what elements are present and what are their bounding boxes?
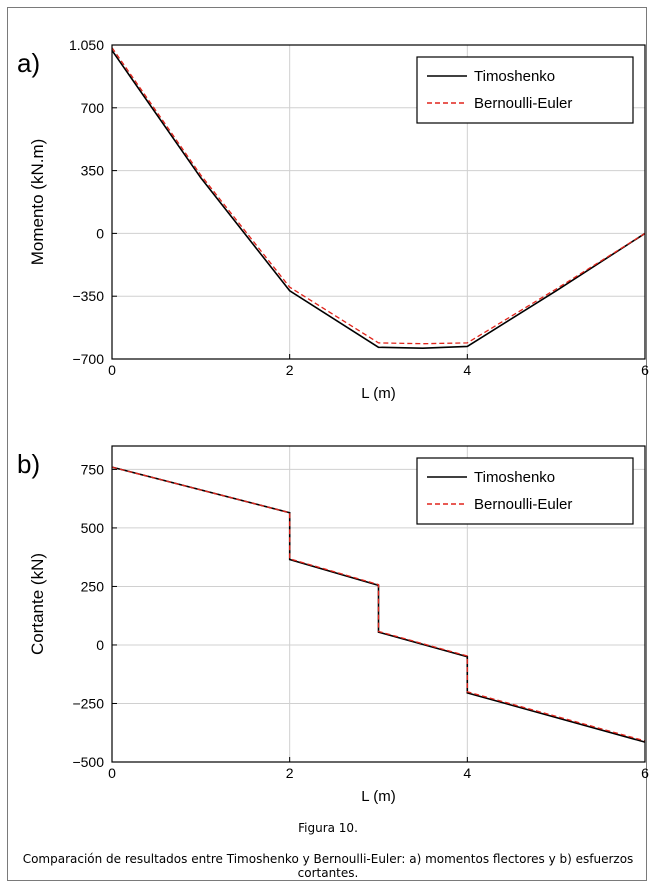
- y-tick-label: 750: [81, 461, 105, 477]
- y-tick-label: 1.050: [69, 37, 104, 53]
- x-tick-label: 6: [641, 765, 649, 781]
- plot-frame: [111, 445, 646, 763]
- y-tick-label: 500: [81, 520, 105, 536]
- legend-label: Bernoulli-Euler: [474, 496, 572, 513]
- y-tick-label: 0: [96, 637, 104, 653]
- series-line-timoshenko: [111, 49, 646, 350]
- figure-caption-body: Comparación de resultados entre Timoshen…: [22, 852, 634, 880]
- legend-label: Bernoulli-Euler: [474, 95, 572, 112]
- x-tick-label: 4: [463, 765, 471, 781]
- y-tick-label: −500: [72, 754, 104, 770]
- x-tick-label: 0: [108, 765, 116, 781]
- y-axis-label: Momento (kN.m): [28, 139, 47, 266]
- y-tick-label: −700: [72, 351, 104, 367]
- y-tick-label: 0: [96, 225, 104, 241]
- figure-frame: [7, 7, 647, 881]
- y-axis-label: Cortante (kN): [28, 553, 47, 655]
- x-tick-label: 0: [108, 362, 116, 378]
- series-line-bernoulli-euler: [111, 47, 646, 345]
- y-tick-label: −250: [72, 695, 104, 711]
- x-tick-label: 4: [463, 362, 471, 378]
- legend-label: Timoshenko: [474, 469, 555, 486]
- legend-box: [416, 457, 634, 525]
- panel-label: a): [17, 48, 40, 78]
- panel-label: b): [17, 449, 40, 479]
- x-tick-label: 6: [641, 362, 649, 378]
- y-tick-label: 350: [81, 163, 105, 179]
- x-tick-label: 2: [286, 765, 294, 781]
- series-line-bernoulli-euler: [111, 466, 646, 742]
- x-axis-label: L (m): [361, 385, 395, 402]
- x-tick-label: 2: [286, 362, 294, 378]
- plot-frame: [111, 44, 646, 360]
- legend-box: [416, 56, 634, 124]
- y-tick-label: −350: [72, 288, 104, 304]
- legend-label: Timoshenko: [474, 68, 555, 85]
- x-axis-label: L (m): [361, 788, 395, 805]
- figure-caption-title: Figura 10.: [298, 821, 358, 835]
- y-tick-label: 250: [81, 578, 105, 594]
- y-tick-label: 700: [81, 100, 105, 116]
